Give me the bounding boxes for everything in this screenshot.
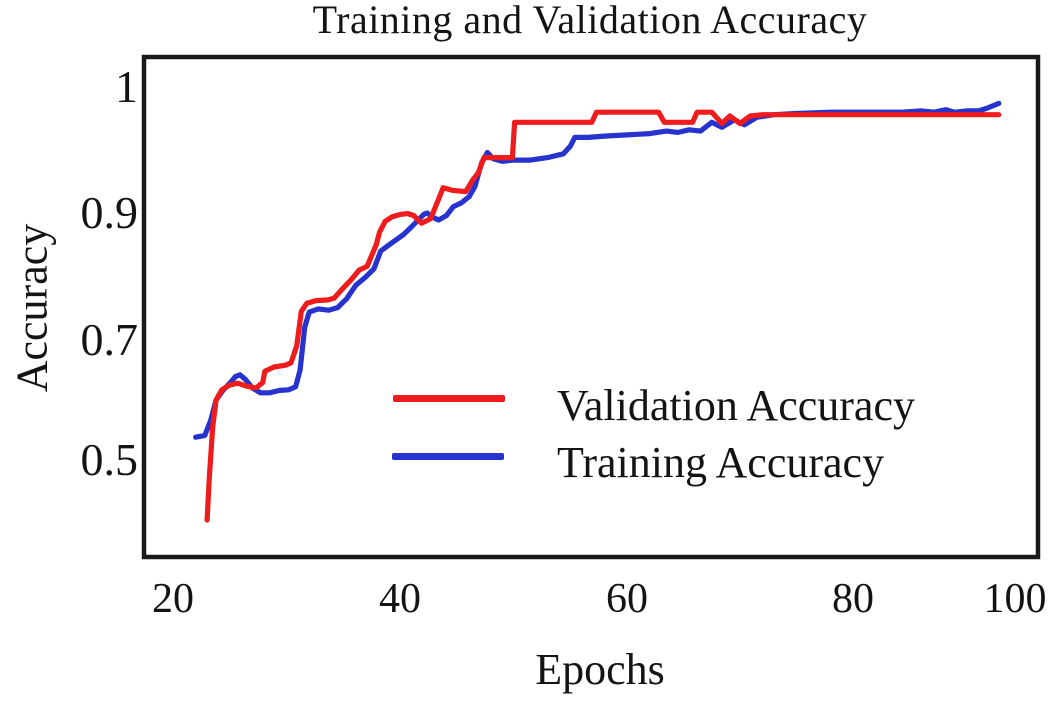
x-axis-label: Epochs [535,645,665,694]
legend-label-validation: Validation Accuracy [557,381,915,430]
legend-label-training: Training Accuracy [557,438,885,487]
chart-title: Training and Validation Accuracy [312,0,868,42]
training-accuracy-swatch [392,453,504,460]
plot-border [141,54,1041,560]
validation-accuracy-line [204,109,1002,523]
validation-accuracy-swatch [393,395,505,402]
